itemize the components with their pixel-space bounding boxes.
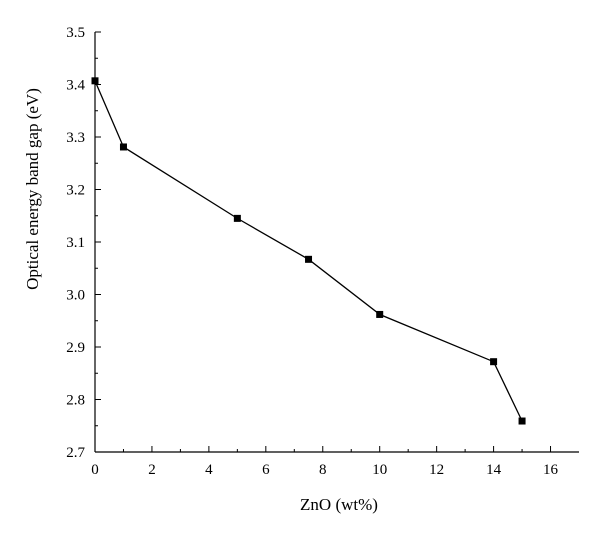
data-point	[376, 310, 384, 318]
x-tick-label: 12	[429, 462, 444, 478]
x-tick-label: 2	[148, 462, 156, 478]
y-tick-label: 2.8	[66, 393, 85, 409]
data-series	[91, 77, 526, 425]
y-tick-label: 2.9	[66, 340, 85, 356]
data-point	[490, 358, 498, 366]
x-tick-label: 16	[543, 462, 559, 478]
x-tick-label: 8	[319, 462, 327, 478]
y-tick-label: 3.2	[66, 183, 85, 199]
y-tick-label: 2.7	[66, 445, 85, 461]
y-tick-label: 3.1	[66, 235, 85, 251]
series-line	[94, 80, 523, 422]
y-tick-label: 3.0	[66, 288, 85, 304]
data-point	[91, 77, 99, 85]
y-tick-label: 3.3	[66, 130, 85, 146]
x-tick-label: 0	[91, 462, 99, 478]
y-tick-label: 3.5	[66, 25, 85, 41]
x-tick-label: 4	[205, 462, 213, 478]
x-tick-label: 10	[372, 462, 387, 478]
x-axis-title: ZnO (wt%)	[300, 495, 378, 514]
data-point	[305, 255, 313, 263]
x-tick-label: 6	[262, 462, 270, 478]
y-axis-title: Optical energy band gap (eV)	[23, 88, 42, 290]
x-tick-label: 14	[486, 462, 502, 478]
data-point	[518, 417, 526, 425]
y-tick-label: 3.4	[66, 78, 85, 94]
data-point	[233, 214, 241, 222]
ticks: 0 2 4 6 8 10 12 14 16 2.7 2.8 2.9 3.0 3.1 3.2 3.3 3.4 3.5	[66, 25, 558, 478]
data-point	[119, 143, 127, 151]
